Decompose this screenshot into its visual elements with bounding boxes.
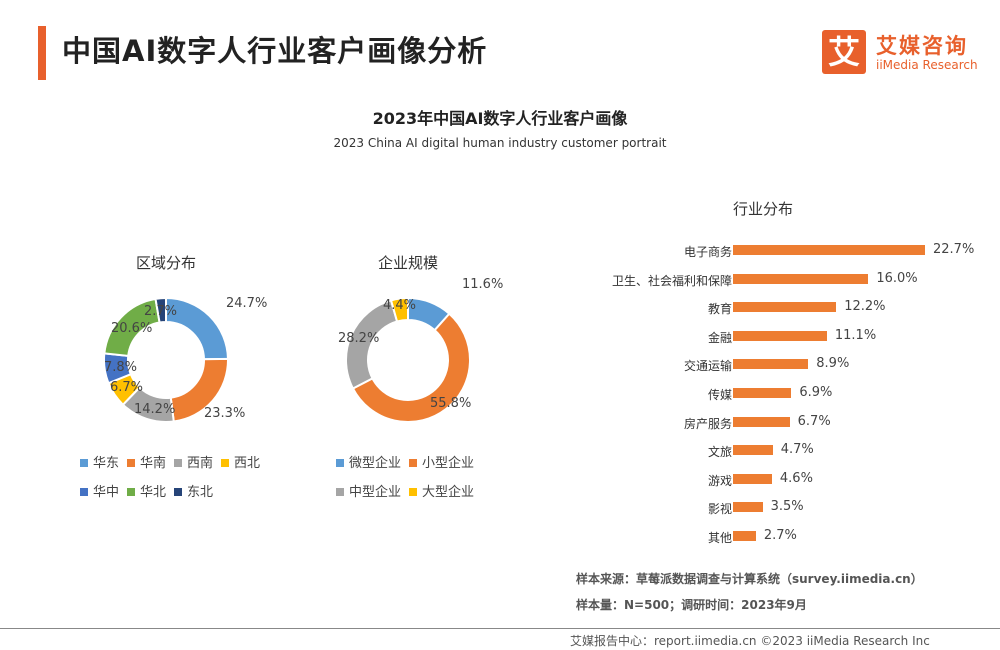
- bar-category-label: 金融: [707, 330, 732, 345]
- bar-影视: [733, 502, 763, 513]
- bar-交通运输: [733, 359, 809, 370]
- region-chart-title: 区域分布: [135, 254, 196, 272]
- legend-label: 华南: [140, 456, 167, 471]
- bar-房产服务: [733, 416, 790, 427]
- donut-slice-东北: [154, 296, 167, 324]
- footer-text: 艾媒报告中心：report.iimedia.cn ©2023 iiMedia R…: [570, 634, 930, 648]
- legend-swatch: [409, 488, 418, 496]
- bar-category-label: 教育: [707, 302, 732, 317]
- logo-icon: 艾: [822, 30, 866, 74]
- legend: 华东 华南 西南 西北: [80, 452, 268, 471]
- slice-label: 11.6%: [462, 277, 504, 292]
- donut-slice-大型企业: [389, 296, 409, 323]
- legend-item: 西南: [174, 456, 213, 471]
- bar-游戏: [733, 473, 772, 484]
- slice-label: 4.4%: [383, 298, 417, 313]
- bar-value-label: 3.5%: [770, 499, 804, 515]
- slice-label: 20.6%: [111, 321, 153, 336]
- legend-item: 小型企业: [409, 456, 474, 471]
- legend-label: 西北: [234, 456, 261, 471]
- legend-label: 小型企业: [422, 456, 475, 471]
- bar-category-label: 电子商务: [683, 245, 732, 259]
- legend-item: 华东: [80, 456, 119, 471]
- legend: 华中 华北 东北: [80, 481, 221, 500]
- legend-swatch: [336, 459, 344, 467]
- legend-swatch: [127, 459, 136, 467]
- slice-label: 28.2%: [338, 331, 380, 346]
- legend: 中型企业 大型企业: [336, 481, 482, 500]
- legend-swatch: [80, 459, 88, 467]
- legend-item: 西北: [221, 456, 260, 471]
- industry-chart-title: 行业分布: [732, 200, 793, 218]
- footer-divider: [0, 628, 1000, 629]
- legend-item: 华南: [127, 456, 166, 471]
- source-note: 样本来源：草莓派数据调查与计算系统（survey.iimedia.cn）: [576, 572, 923, 586]
- legend-swatch: [409, 459, 418, 467]
- bar-value-label: 4.6%: [779, 470, 813, 486]
- slice-label: 6.7%: [110, 380, 144, 395]
- size-chart-title: 企业规模: [377, 254, 438, 272]
- bar-category-label: 交通运输: [683, 359, 732, 374]
- bar-value-label: 6.7%: [797, 413, 831, 429]
- legend: 微型企业 小型企业: [336, 452, 482, 471]
- bar-value-label: 16.0%: [876, 270, 918, 286]
- slice-label: 55.8%: [430, 396, 472, 411]
- donut-slice-小型企业: [351, 312, 471, 423]
- bar-value-label: 4.7%: [780, 442, 814, 458]
- legend-label: 微型企业: [349, 456, 402, 471]
- bar-value-label: 12.2%: [844, 299, 886, 315]
- slice-label: 7.8%: [104, 360, 138, 375]
- bar-value-label: 2.7%: [763, 528, 797, 543]
- legend-item: 华中: [80, 485, 119, 500]
- bar-传媒: [733, 388, 792, 398]
- legend-label: 华北: [140, 485, 167, 500]
- slice-label: 14.2%: [134, 402, 176, 417]
- slice-label: 23.3%: [204, 406, 246, 421]
- legend-label: 华中: [93, 485, 120, 500]
- sample-note: 样本量：N=500；调研时间：2023年9月: [576, 598, 807, 612]
- bar-category-label: 文旅: [707, 445, 732, 460]
- bar-value-label: 22.7%: [933, 242, 975, 257]
- legend-swatch: [80, 488, 88, 496]
- legend-label: 华东: [93, 456, 120, 471]
- bar-金融: [733, 330, 827, 341]
- legend-swatch: [336, 488, 344, 496]
- legend-label: 中型企业: [349, 485, 402, 500]
- legend-swatch: [174, 488, 183, 496]
- legend-item: 华北: [127, 485, 166, 500]
- legend-label: 大型企业: [422, 485, 475, 500]
- chart-title: 2023年中国AI数字人行业客户画像: [372, 109, 628, 128]
- title-accent-bar: [38, 26, 46, 80]
- bar-category-label: 传媒: [707, 388, 732, 402]
- logo-text-cn: 艾媒咨询: [876, 34, 968, 58]
- slice-label: 2.7%: [144, 304, 178, 319]
- bar-value-label: 8.9%: [816, 356, 850, 372]
- legend-swatch: [221, 459, 230, 467]
- legend-label: 东北: [187, 485, 214, 500]
- chart-subtitle: 2023 China AI digital human industry cus…: [333, 136, 667, 150]
- bar-category-label: 影视: [707, 502, 732, 517]
- bar-电子商务: [733, 245, 925, 255]
- bar-category-label: 游戏: [707, 473, 732, 488]
- legend-item: 大型企业: [409, 485, 474, 500]
- bar-value-label: 11.1%: [834, 327, 877, 343]
- bar-value-label: 6.9%: [799, 385, 833, 400]
- legend-item: 东北: [174, 485, 213, 500]
- bar-category-label: 房产服务: [683, 416, 732, 431]
- bar-教育: [733, 302, 837, 313]
- bar-category-label: 其他: [707, 531, 732, 545]
- legend-swatch: [127, 488, 136, 496]
- bar-文旅: [733, 445, 773, 456]
- bar-卫生、社会福利和保障: [733, 273, 869, 284]
- legend-label: 西南: [187, 456, 214, 471]
- logo-text-en: iiMedia Research: [876, 58, 978, 72]
- slice-label: 24.7%: [226, 296, 268, 311]
- bar-其他: [733, 531, 756, 541]
- bar-category-label: 卫生、社会福利和保障: [611, 273, 732, 288]
- legend-item: 中型企业: [336, 485, 401, 500]
- legend-item: 微型企业: [336, 456, 401, 471]
- page-title: 中国AI数字人行业客户画像分析: [62, 34, 488, 68]
- legend-swatch: [174, 459, 183, 467]
